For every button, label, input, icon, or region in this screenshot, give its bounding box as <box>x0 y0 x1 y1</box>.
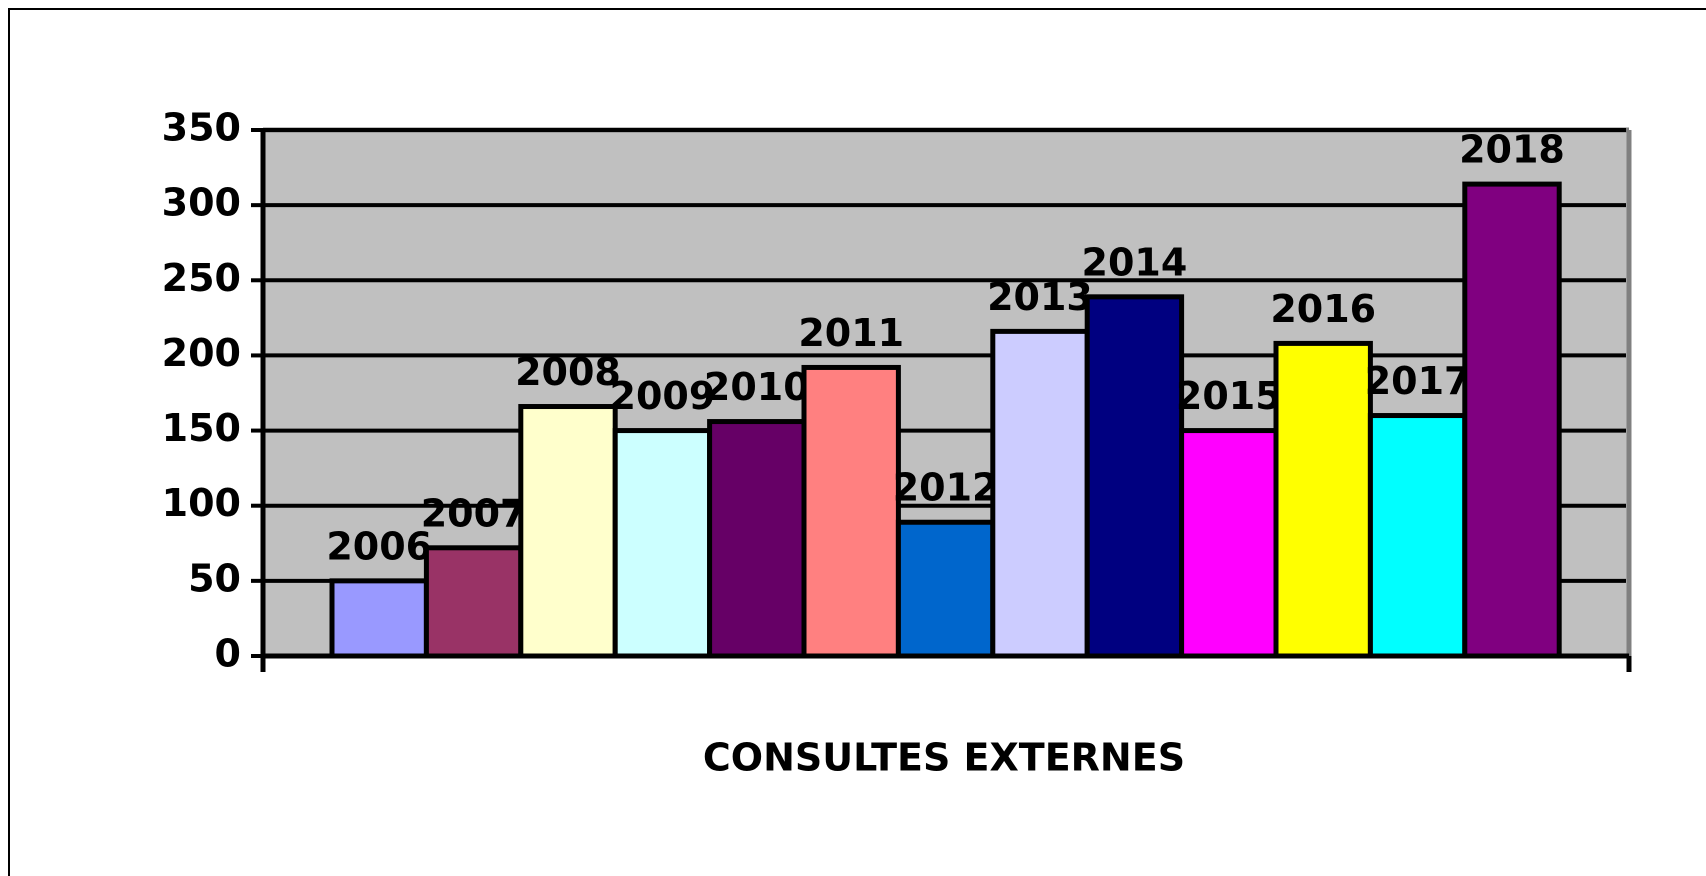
data-label: 2012 <box>893 466 999 510</box>
bar <box>1367 413 1468 659</box>
data-label: 2009 <box>610 374 716 418</box>
y-tick-label: 200 <box>162 331 241 375</box>
bar <box>1084 294 1185 659</box>
y-tick-label: 250 <box>162 256 241 300</box>
bar <box>518 404 618 659</box>
y-tick-label: 300 <box>162 181 241 225</box>
y-tick-label: 100 <box>162 481 241 525</box>
data-label: 2011 <box>798 311 904 355</box>
bar <box>707 419 807 659</box>
y-tick-label: 150 <box>162 406 241 450</box>
bar <box>329 578 429 659</box>
bar <box>801 364 901 659</box>
data-label: 2013 <box>987 275 1093 319</box>
data-label: 2007 <box>421 491 527 535</box>
data-label: 2006 <box>326 524 432 568</box>
x-axis-title: CONSULTES EXTERNES <box>703 736 1185 780</box>
bar <box>1462 181 1562 659</box>
data-label: 2014 <box>1082 240 1188 284</box>
data-label: 2016 <box>1270 287 1376 331</box>
y-tick-label: 0 <box>215 632 241 676</box>
data-label: 2008 <box>515 350 621 394</box>
bar <box>990 328 1090 659</box>
bar <box>423 545 524 659</box>
data-label: 2015 <box>1176 374 1282 418</box>
bar <box>895 519 996 659</box>
bar <box>1273 340 1373 659</box>
data-label: 2018 <box>1459 128 1565 172</box>
data-label: 2010 <box>704 365 810 409</box>
y-tick-label: 50 <box>188 556 241 600</box>
data-label: 2017 <box>1365 359 1471 403</box>
y-tick-label: 350 <box>162 106 241 150</box>
bar <box>1179 428 1279 659</box>
bar <box>612 428 713 659</box>
